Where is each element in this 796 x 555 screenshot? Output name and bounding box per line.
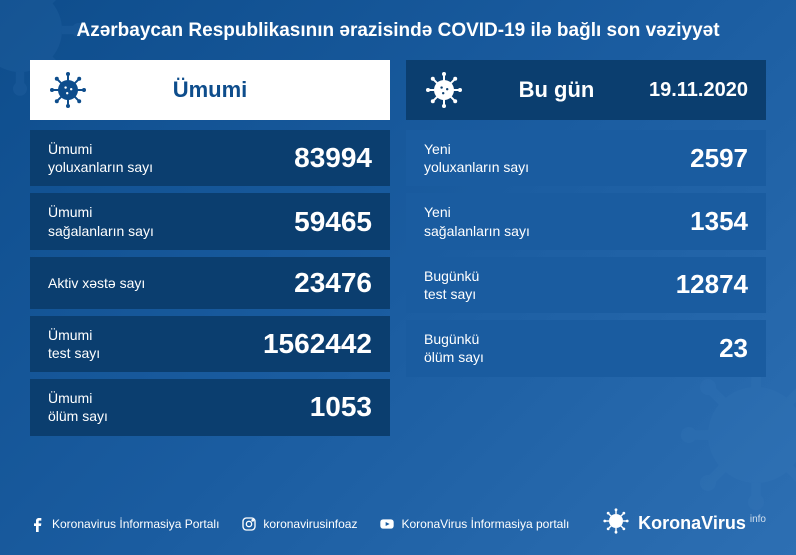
facebook-link[interactable]: Koronavirus İnformasiya Portalı — [30, 516, 219, 532]
stat-row: Ümumiölüm sayı 1053 — [30, 379, 390, 435]
brand-logo: KoronaVirus info — [602, 507, 766, 540]
today-panel: Bu gün 19.11.2020 Yeniyoluxanların sayı … — [406, 60, 766, 495]
youtube-link[interactable]: KoronaVirus İnformasiya portalı — [379, 516, 569, 532]
stat-row: Ümumiyoluxanların sayı 83994 — [30, 130, 390, 186]
instagram-link[interactable]: koronavirusinfoaz — [241, 516, 357, 532]
total-panel-header: Ümumi — [30, 60, 390, 120]
today-panel-header: Bu gün 19.11.2020 — [406, 60, 766, 120]
stat-label: Ümumiölüm sayı — [48, 389, 108, 425]
today-rows: Yeniyoluxanların sayı 2597 Yenisağalanla… — [406, 130, 766, 495]
virus-icon — [602, 507, 630, 540]
stat-row: Bugünküölüm sayı 23 — [406, 320, 766, 376]
facebook-icon — [30, 516, 46, 532]
stat-row: Yeniyoluxanların sayı 2597 — [406, 130, 766, 186]
stat-label: Ümumiyoluxanların sayı — [48, 140, 153, 176]
stat-label: Aktiv xəstə sayı — [48, 274, 145, 292]
footer: Koronavirus İnformasiya Portalı koronavi… — [30, 495, 766, 540]
stat-value: 1354 — [690, 206, 748, 237]
brand-suffix: info — [750, 514, 766, 525]
instagram-icon — [241, 516, 257, 532]
stat-row: Yenisağalanların sayı 1354 — [406, 193, 766, 249]
stat-row: Aktiv xəstə sayı 23476 — [30, 257, 390, 309]
total-panel-title: Ümumi — [173, 77, 248, 103]
stat-label: Ümumitest sayı — [48, 326, 100, 362]
facebook-label: Koronavirus İnformasiya Portalı — [52, 517, 219, 531]
stat-value: 1562442 — [263, 328, 372, 360]
stat-value: 12874 — [676, 269, 748, 300]
stat-row: Ümumitest sayı 1562442 — [30, 316, 390, 372]
stat-label: Ümumisağalanların sayı — [48, 203, 154, 239]
brand-name: KoronaVirus — [638, 513, 746, 534]
social-links: Koronavirus İnformasiya Portalı koronavi… — [30, 516, 569, 532]
page-title: Azərbaycan Respublikasının ərazisində CO… — [30, 20, 766, 42]
stat-value: 2597 — [690, 143, 748, 174]
virus-icon — [424, 70, 464, 110]
stats-panels: Ümumi Ümumiyoluxanların sayı 83994 Ümumi… — [30, 60, 766, 495]
stat-row: Bugünkütest sayı 12874 — [406, 257, 766, 313]
stat-label: Yeniyoluxanların sayı — [424, 140, 529, 176]
stat-label: Yenisağalanların sayı — [424, 203, 530, 239]
stat-value: 59465 — [294, 206, 372, 238]
stat-row: Ümumisağalanların sayı 59465 — [30, 193, 390, 249]
youtube-label: KoronaVirus İnformasiya portalı — [401, 517, 569, 531]
today-date: 19.11.2020 — [649, 79, 748, 102]
total-panel: Ümumi Ümumiyoluxanların sayı 83994 Ümumi… — [30, 60, 390, 495]
stat-label: Bugünkütest sayı — [424, 267, 479, 303]
stat-value: 1053 — [310, 391, 372, 423]
total-rows: Ümumiyoluxanların sayı 83994 Ümumisağala… — [30, 130, 390, 495]
stat-value: 23476 — [294, 267, 372, 299]
virus-icon — [48, 70, 88, 110]
stat-label: Bugünküölüm sayı — [424, 330, 484, 366]
instagram-label: koronavirusinfoaz — [263, 517, 357, 531]
today-panel-title: Bu gün — [519, 77, 595, 103]
youtube-icon — [379, 516, 395, 532]
stat-value: 83994 — [294, 142, 372, 174]
stat-value: 23 — [719, 333, 748, 364]
